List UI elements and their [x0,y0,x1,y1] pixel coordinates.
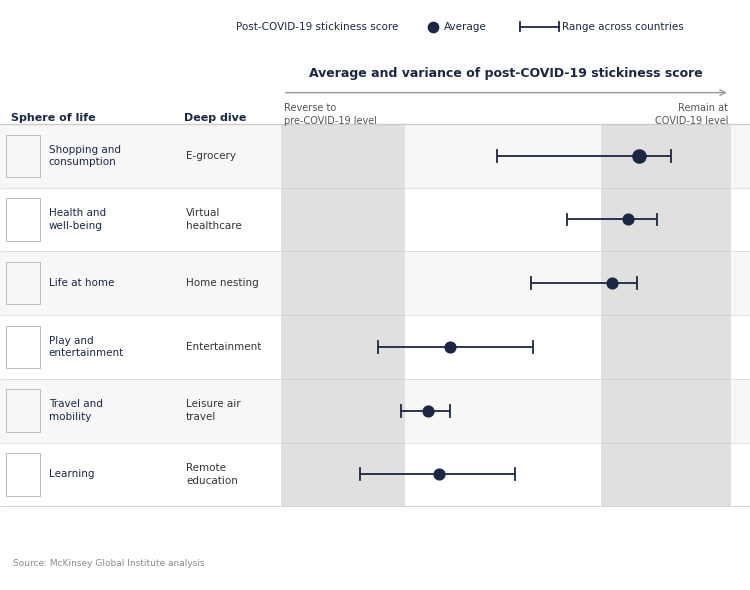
Text: Deep dive: Deep dive [184,113,246,123]
Point [427,22,439,31]
Bar [0,379,750,442]
Bar [6,453,40,496]
Bar [281,124,405,506]
Text: Travel and
mobility: Travel and mobility [49,399,103,422]
Text: Play and
entertainment: Play and entertainment [49,336,124,358]
Bar [601,124,731,506]
Point [633,151,645,160]
Text: Reverse to
pre-COVID-19 level: Reverse to pre-COVID-19 level [284,103,377,126]
Text: Learning: Learning [49,470,94,479]
Text: Post-COVID-19 stickiness score: Post-COVID-19 stickiness score [236,22,399,31]
Bar [0,315,750,379]
Point [422,406,434,415]
Bar [281,124,405,506]
Text: Leisure air
travel: Leisure air travel [186,399,241,422]
Bar [0,124,750,188]
Text: Home nesting: Home nesting [186,278,259,288]
Text: Average: Average [444,22,487,31]
Text: Range across countries: Range across countries [562,22,684,31]
Bar [0,188,750,251]
Text: Remain at
COVID-19 level: Remain at COVID-19 level [655,103,728,126]
Point [444,342,456,352]
Bar [6,326,40,368]
Text: Remote
education: Remote education [186,463,238,486]
Point [433,470,445,479]
Text: Source: McKinsey Global Institute analysis: Source: McKinsey Global Institute analys… [13,559,205,568]
Bar [6,198,40,241]
Bar [6,135,40,177]
Bar [6,262,40,304]
Point [622,215,634,224]
Bar [0,442,750,506]
Bar [6,389,40,432]
Text: Life at home: Life at home [49,278,114,288]
Point [606,278,618,288]
Text: Average and variance of post-COVID-19 stickiness score: Average and variance of post-COVID-19 st… [310,67,704,80]
Text: Entertainment: Entertainment [186,342,261,352]
Text: Health and
well-being: Health and well-being [49,208,106,231]
Text: Shopping and
consumption: Shopping and consumption [49,145,121,167]
Text: Virtual
healthcare: Virtual healthcare [186,208,242,231]
Bar [0,251,750,315]
Bar [601,124,731,506]
Text: Sphere of life: Sphere of life [11,113,96,123]
Text: E-grocery: E-grocery [186,151,236,160]
